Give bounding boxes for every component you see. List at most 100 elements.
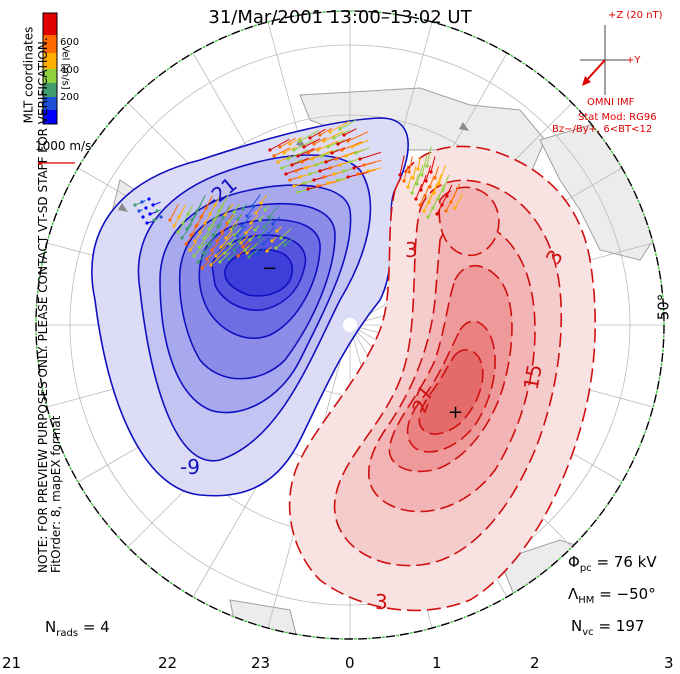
velocity-vector-origin — [197, 245, 201, 249]
velocity-vector-origin — [133, 203, 137, 207]
velocity-vector-origin — [312, 178, 316, 182]
mlt-label-0: 0 — [345, 654, 355, 672]
velocity-vector-origin — [306, 151, 310, 155]
velocity-vector — [454, 193, 463, 209]
mlt-label-2: 2 — [530, 654, 540, 672]
velocity-vector — [187, 204, 194, 215]
velocity-vector — [407, 175, 412, 188]
velocity-vector-origin — [188, 248, 192, 252]
velocity-vector-origin — [210, 248, 214, 252]
velocity-vector — [200, 204, 209, 218]
velocity-vector-origin — [193, 239, 197, 243]
lambda-hm-value: = −50° — [599, 585, 656, 603]
velocity-vector-origin — [223, 251, 227, 255]
velocity-vector — [333, 129, 351, 139]
velocity-vector-origin — [316, 184, 320, 188]
velocity-vector — [246, 204, 257, 217]
velocity-vector — [273, 147, 291, 157]
velocity-vector-origin — [356, 172, 360, 176]
velocity-vector — [363, 159, 382, 166]
velocity-vector-origin — [398, 173, 402, 177]
coordinates-label: MLT coordinates — [21, 26, 36, 124]
velocity-vector-origin — [261, 242, 265, 246]
velocity-vector — [224, 203, 234, 216]
velocity-vector-origin — [330, 151, 334, 155]
velocity-vector — [293, 139, 314, 151]
velocity-vector-origin — [407, 170, 411, 174]
nrads-value: = 4 — [82, 618, 110, 636]
velocity-vector — [327, 139, 345, 148]
velocity-vector-origin — [152, 218, 156, 222]
velocity-vector-origin — [433, 176, 437, 180]
velocity-vector-origin — [209, 263, 213, 267]
velocity-vector-origin — [250, 204, 254, 208]
velocity-vector — [211, 242, 220, 251]
velocity-vector-origin — [288, 178, 292, 182]
velocity-vector-origin — [181, 221, 185, 225]
velocity-vector-origin — [338, 163, 342, 167]
velocity-vector-origin — [326, 181, 330, 185]
velocity-vector-origin — [344, 154, 348, 158]
velocity-vector-origin — [206, 242, 210, 246]
velocity-vector — [420, 174, 427, 191]
velocity-vector-origin — [342, 169, 346, 173]
velocity-vector — [419, 193, 426, 206]
velocity-vector-origin — [239, 241, 243, 245]
velocity-vector — [257, 247, 266, 255]
velocity-vector — [416, 164, 424, 185]
velocity-vector-origin — [198, 230, 202, 234]
velocity-vector-origin — [352, 166, 356, 170]
velocity-vector — [430, 156, 436, 173]
velocity-vector — [203, 223, 216, 239]
velocity-vector-origin — [263, 208, 267, 212]
velocity-vector — [262, 236, 271, 245]
stat-phi-pc: Φpc = 76 kV — [568, 553, 657, 574]
velocity-vector — [241, 215, 252, 227]
velocity-vector — [204, 214, 211, 224]
velocity-vector — [173, 213, 182, 227]
colorbar-tick-200: 200 — [60, 92, 80, 103]
velocity-vector — [412, 166, 417, 179]
phi-pc-subscript: pc — [579, 563, 592, 574]
velocity-vector-origin — [137, 209, 141, 213]
velocity-vector — [177, 223, 184, 233]
velocity-vector-origin — [203, 221, 207, 225]
velocity-vector-origin — [144, 206, 148, 210]
velocity-vector-origin — [219, 245, 223, 249]
velocity-vector — [436, 203, 444, 215]
velocity-vector-origin — [320, 154, 324, 158]
velocity-vector — [339, 119, 356, 130]
velocity-vector-origin — [290, 163, 294, 167]
velocity-vector — [269, 138, 290, 151]
velocity-vector — [213, 204, 225, 221]
velocity-vector — [283, 146, 297, 154]
velocity-vector — [263, 216, 274, 228]
velocity-vector — [197, 251, 209, 263]
imf-source: OMNI IMF — [587, 97, 635, 108]
velocity-vector-origin — [276, 160, 280, 164]
velocity-vector — [289, 136, 303, 145]
velocity-vector — [208, 213, 220, 230]
velocity-vector — [198, 232, 211, 248]
velocity-vector — [240, 235, 249, 244]
velocity-vector — [206, 251, 215, 260]
velocity-vector-origin — [306, 187, 310, 191]
velocity-vector — [258, 226, 270, 238]
velocity-vector — [214, 195, 221, 206]
vector-scale — [38, 161, 75, 165]
velocity-vector-origin — [208, 212, 212, 216]
velocity-vector-origin — [444, 209, 448, 213]
velocity-vector — [182, 214, 189, 224]
velocity-vector — [307, 146, 321, 154]
velocity-vector — [297, 148, 315, 157]
velocity-vector — [228, 213, 236, 223]
velocity-vector — [351, 139, 369, 148]
velocity-vector — [260, 194, 268, 204]
velocity-vector-origin — [316, 148, 320, 152]
velocity-vector — [275, 238, 288, 249]
velocity-vector — [186, 213, 198, 230]
velocity-vector-origin — [262, 225, 266, 229]
velocity-vector-origin — [324, 160, 328, 164]
velocity-vector-origin — [346, 139, 350, 143]
velocity-vector — [207, 232, 218, 245]
